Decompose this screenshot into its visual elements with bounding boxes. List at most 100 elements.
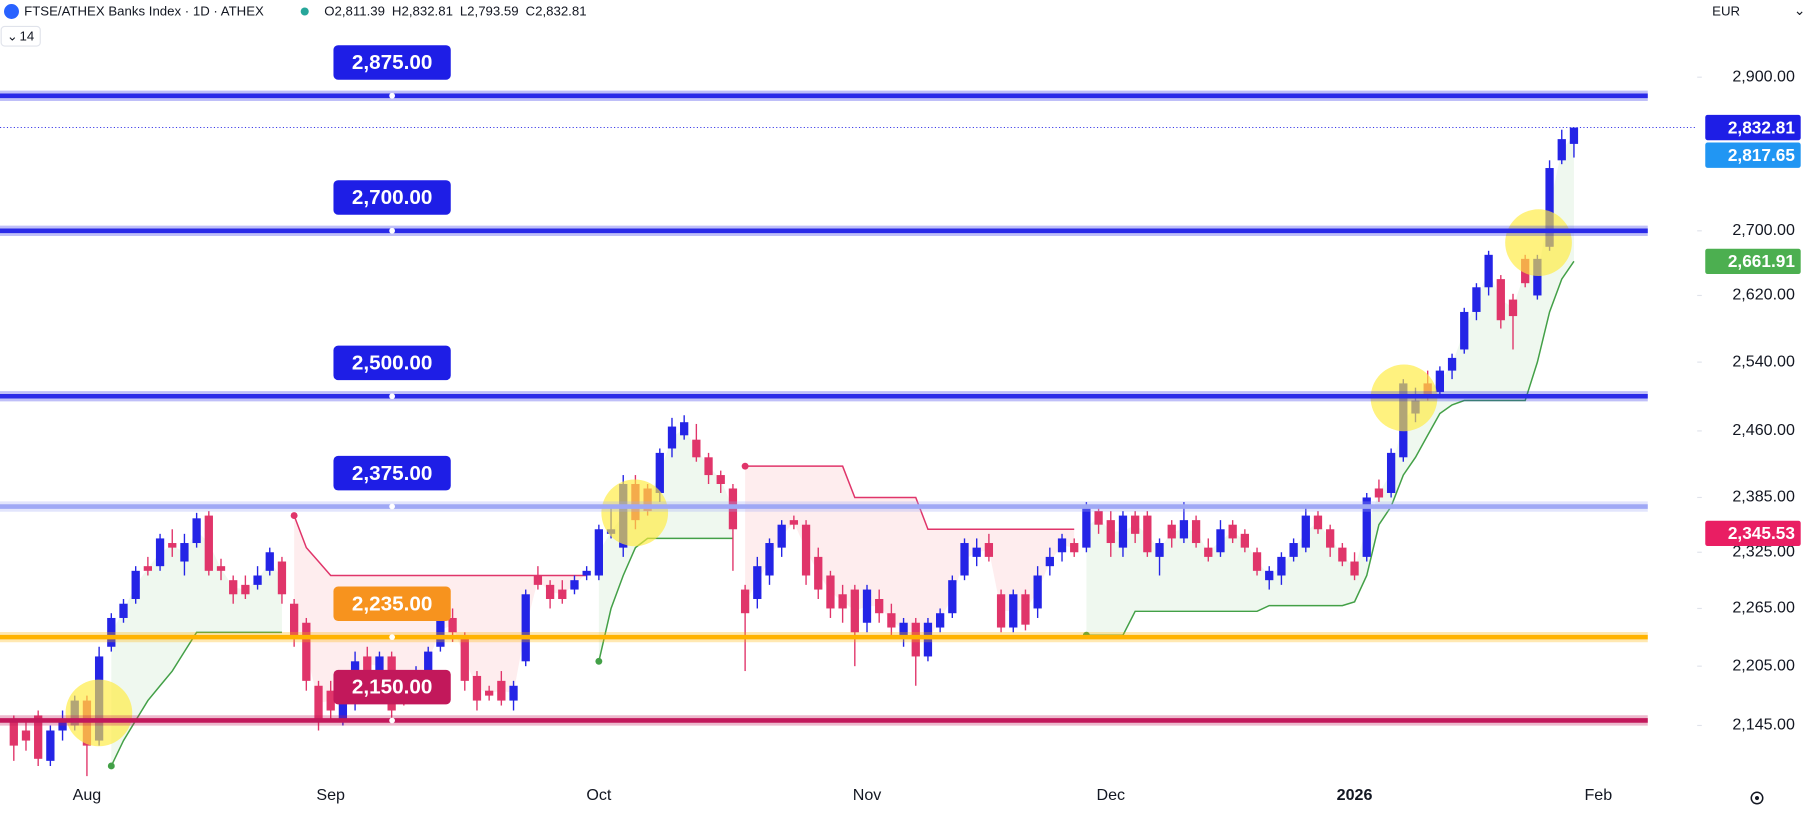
candle-body <box>948 580 957 614</box>
level-label-box[interactable] <box>333 345 451 381</box>
candle-body <box>326 690 335 711</box>
candle-body <box>1045 556 1054 567</box>
candle-body <box>996 594 1006 628</box>
trend-fill <box>1086 135 1574 636</box>
price-label: 2,817.65 <box>1728 145 1796 165</box>
header-bg <box>0 0 598 24</box>
ohlc-value: O2,811.39 <box>324 4 385 19</box>
candle-body <box>838 594 847 609</box>
price-label: 2,832.81 <box>1728 117 1796 137</box>
y-tick-label: 2,325.00 <box>1732 543 1795 561</box>
candle-body <box>216 566 226 571</box>
candle-body <box>655 452 664 493</box>
candle-body <box>1082 506 1091 548</box>
level-label-box[interactable] <box>333 669 451 705</box>
candle-body <box>899 622 908 638</box>
highlight-circle <box>601 479 669 547</box>
x-tick-label: Dec <box>1096 786 1125 804</box>
candle-body <box>1289 543 1298 557</box>
trend-signal <box>107 762 115 770</box>
candle-body <box>253 575 262 585</box>
candle-body <box>485 690 494 696</box>
candle-body <box>1386 452 1396 493</box>
candle-body <box>107 617 116 647</box>
candle-body <box>1204 547 1213 557</box>
candle-body <box>1143 515 1152 553</box>
x-tick-label: 2026 <box>1337 786 1373 804</box>
candle-body <box>667 426 677 449</box>
candle-body <box>1167 524 1176 539</box>
candle-body <box>826 575 835 609</box>
settings-icon[interactable] <box>1750 791 1764 805</box>
candle-body <box>1106 520 1115 544</box>
candle-body <box>984 543 994 557</box>
candle-body <box>753 566 762 599</box>
candle-body <box>1533 258 1542 296</box>
candle-body <box>862 589 872 623</box>
x-tick-label: Aug <box>73 786 102 804</box>
level-anchor <box>389 634 395 640</box>
symbol-icon <box>4 4 19 19</box>
y-tick-label: 2,540.00 <box>1732 352 1795 370</box>
candle-body <box>21 730 31 741</box>
settings-icon-center <box>1754 795 1760 801</box>
candle-body <box>533 575 543 585</box>
candle-body <box>1508 299 1518 317</box>
candle-body <box>1240 533 1249 548</box>
candle-body <box>692 439 701 458</box>
level-anchor <box>389 393 395 400</box>
candle-body <box>1338 547 1347 562</box>
level-label: 2,875.00 <box>352 51 433 74</box>
candle-body <box>1191 520 1201 544</box>
candle-body <box>375 656 384 676</box>
level-label-box[interactable] <box>333 455 451 491</box>
price-label-box <box>1705 142 1801 168</box>
candle-body <box>1118 515 1128 548</box>
levels <box>0 90 1648 726</box>
candle-body <box>119 603 128 618</box>
candle-body <box>814 556 823 590</box>
candle-body <box>680 422 689 436</box>
level-anchor <box>389 92 395 99</box>
indicator-toggle[interactable] <box>0 25 41 47</box>
candle-body <box>1301 515 1310 548</box>
candle-body <box>1216 529 1225 553</box>
candle-body <box>887 613 896 628</box>
price-label: 2,345.53 <box>1728 523 1795 543</box>
candle-body <box>460 637 469 681</box>
highlight-circle <box>1505 209 1572 276</box>
level-label-box[interactable] <box>333 180 451 215</box>
candle-body <box>314 685 323 721</box>
level-label: 2,150.00 <box>352 676 433 699</box>
candle-body <box>923 622 933 657</box>
candle-body <box>509 685 518 701</box>
y-tick-label: 2,145.00 <box>1732 716 1795 734</box>
currency[interactable]: EUR <box>1712 4 1740 19</box>
candle-body <box>1545 168 1554 247</box>
candle-body <box>558 589 567 599</box>
chart-title: FTSE/ATHEX Banks Index · 1D · ATHEX <box>24 4 264 19</box>
candle-body <box>155 538 165 567</box>
candle-body <box>1460 311 1469 350</box>
candle-body <box>545 584 555 599</box>
candle-body <box>1252 552 1262 571</box>
candle-body <box>46 730 55 761</box>
level-label-box[interactable] <box>333 586 451 622</box>
level-label: 2,500.00 <box>352 352 433 375</box>
candle-body <box>448 617 457 633</box>
level-label: 2,235.00 <box>352 592 433 615</box>
candle-body <box>1435 370 1445 392</box>
supertrend-line <box>110 260 1575 767</box>
candle-body <box>740 589 750 614</box>
candle-body <box>302 622 311 681</box>
y-tick-label: 2,900.00 <box>1732 67 1795 85</box>
level-label-box[interactable] <box>333 45 451 80</box>
menu-icon[interactable]: ⌄ <box>1794 3 1803 18</box>
candle-body <box>1484 254 1493 288</box>
indicator-length: 14 <box>20 28 35 43</box>
candle-body <box>1326 529 1335 548</box>
candle-body <box>1557 139 1566 161</box>
